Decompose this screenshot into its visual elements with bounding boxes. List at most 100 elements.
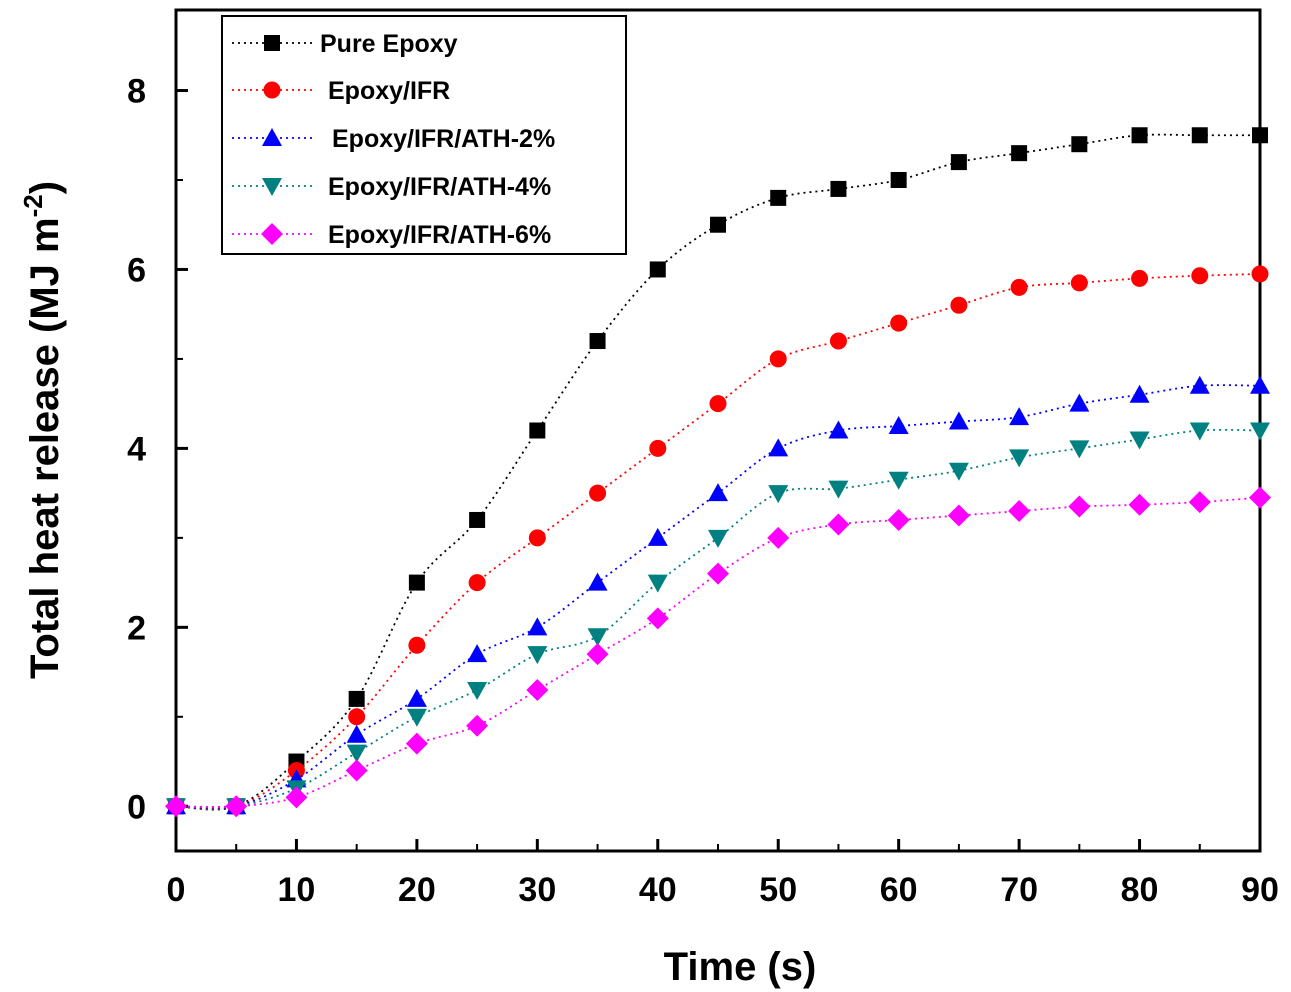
x-tick-label: 90 bbox=[1241, 871, 1279, 909]
data-point bbox=[1189, 422, 1210, 441]
data-point bbox=[768, 485, 789, 504]
data-point bbox=[408, 636, 426, 654]
legend-marker bbox=[261, 223, 283, 245]
y-tick-label: 8 bbox=[127, 73, 146, 111]
legend-label: Pure Epoxy bbox=[320, 30, 458, 58]
data-point bbox=[647, 527, 668, 546]
y-axis-title-sup: -2 bbox=[18, 194, 48, 217]
data-point bbox=[647, 574, 668, 593]
data-point bbox=[1131, 269, 1149, 287]
data-point bbox=[1129, 384, 1150, 403]
series-3 bbox=[166, 375, 1270, 815]
data-point bbox=[708, 529, 728, 548]
x-tick-label: 40 bbox=[639, 871, 677, 909]
data-point bbox=[346, 724, 367, 743]
y-tick-label: 0 bbox=[127, 788, 146, 826]
x-tick-label: 0 bbox=[167, 871, 186, 909]
data-point bbox=[707, 562, 729, 585]
data-point bbox=[769, 350, 787, 368]
series-layer bbox=[165, 127, 1271, 818]
data-point bbox=[285, 786, 308, 809]
data-point bbox=[890, 171, 907, 188]
data-point bbox=[527, 646, 548, 665]
legend-label: Epoxy/IFR/ATH-4% bbox=[328, 173, 551, 201]
data-point bbox=[348, 690, 365, 707]
data-point bbox=[406, 688, 427, 707]
data-point bbox=[467, 644, 488, 663]
legend-label: Epoxy/IFR/ATH-6% bbox=[328, 221, 551, 249]
data-point bbox=[345, 759, 368, 782]
x-tick-label: 50 bbox=[759, 871, 797, 909]
legend-item: Epoxy/IFR/ATH-6% bbox=[232, 221, 551, 249]
x-axis: 0 10 20 30 40 50 60 70 80 90 bbox=[167, 839, 1279, 909]
data-point bbox=[1070, 274, 1088, 292]
x-tick-label: 20 bbox=[398, 871, 436, 909]
data-point bbox=[1191, 267, 1209, 285]
data-point bbox=[1010, 278, 1028, 296]
series-line bbox=[175, 384, 1261, 810]
data-point bbox=[527, 617, 548, 636]
data-point bbox=[888, 471, 909, 490]
data-point bbox=[768, 438, 789, 457]
data-point bbox=[1188, 491, 1211, 514]
y-tick-label: 4 bbox=[127, 430, 146, 468]
data-point bbox=[1131, 127, 1148, 144]
data-point bbox=[828, 480, 849, 499]
data-point bbox=[1069, 440, 1090, 459]
data-point bbox=[888, 416, 909, 435]
data-point bbox=[1249, 486, 1271, 509]
legend-item: Epoxy/IFR/ATH-2% bbox=[232, 125, 555, 153]
x-axis-title: Time (s) bbox=[664, 945, 817, 989]
x-tick-label: 70 bbox=[1000, 871, 1038, 909]
data-point bbox=[1009, 449, 1030, 468]
x-tick-label: 60 bbox=[880, 871, 918, 909]
data-point bbox=[1251, 265, 1269, 283]
data-point bbox=[1128, 493, 1151, 516]
data-point bbox=[346, 744, 367, 763]
data-point bbox=[165, 795, 187, 818]
legend-item: Epoxy/IFR/ATH-4% bbox=[232, 173, 551, 201]
data-point bbox=[406, 708, 427, 727]
data-point bbox=[767, 526, 790, 549]
data-point bbox=[467, 681, 488, 700]
data-point bbox=[828, 420, 849, 439]
data-point bbox=[1011, 145, 1028, 162]
data-point bbox=[466, 714, 489, 737]
data-point bbox=[589, 333, 606, 350]
data-point bbox=[710, 216, 726, 233]
data-point bbox=[1068, 495, 1091, 518]
data-point bbox=[469, 511, 486, 528]
data-point bbox=[405, 732, 428, 755]
legend-item: Pure Epoxy bbox=[232, 30, 458, 58]
x-tick-label: 30 bbox=[518, 871, 556, 909]
legend-marker bbox=[262, 178, 282, 196]
data-point bbox=[649, 261, 666, 278]
data-point bbox=[529, 422, 546, 439]
data-point bbox=[587, 572, 608, 591]
data-point bbox=[948, 411, 969, 430]
y-axis-title: Total heat release (MJ m-2) bbox=[18, 181, 67, 679]
data-point bbox=[526, 678, 549, 701]
data-point bbox=[829, 332, 847, 350]
data-point bbox=[1250, 422, 1270, 441]
data-point bbox=[947, 504, 970, 527]
data-point bbox=[830, 180, 847, 197]
y-tick-label: 6 bbox=[127, 251, 146, 289]
data-point bbox=[1191, 127, 1208, 144]
data-point bbox=[587, 628, 608, 647]
series-5 bbox=[165, 486, 1271, 818]
data-point bbox=[1250, 375, 1270, 394]
legend-marker bbox=[264, 35, 280, 51]
data-point bbox=[770, 189, 787, 206]
legend-marker bbox=[263, 81, 281, 99]
data-point bbox=[890, 314, 908, 332]
data-point bbox=[709, 395, 727, 413]
data-point bbox=[408, 574, 425, 591]
data-point bbox=[1129, 431, 1150, 450]
legend-label: Epoxy/IFR bbox=[328, 77, 450, 105]
data-point bbox=[1071, 136, 1088, 153]
legend-marker bbox=[262, 128, 282, 146]
legend-box bbox=[221, 15, 627, 255]
data-point bbox=[225, 795, 248, 818]
